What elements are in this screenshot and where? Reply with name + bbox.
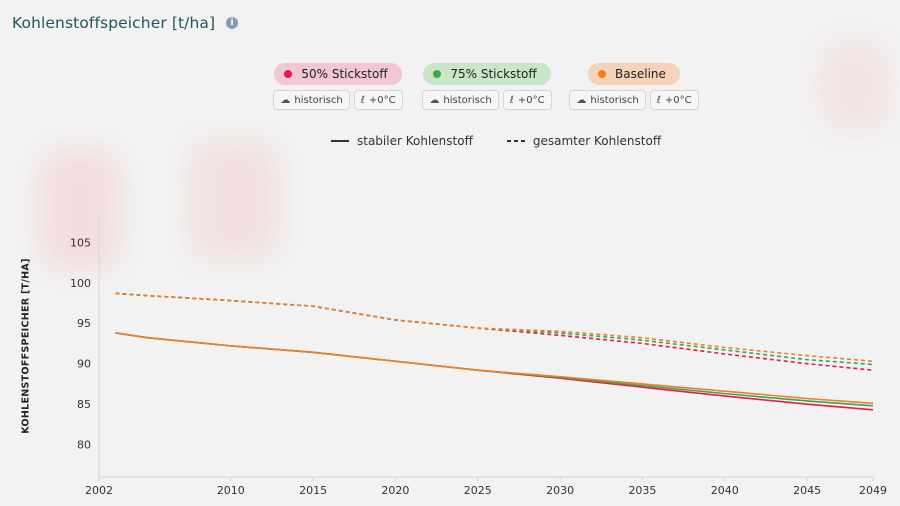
scenario-label: 50% Stickstoff <box>301 67 388 81</box>
x-tick-label: 2025 <box>464 484 492 497</box>
weather-icon: ☁ <box>429 94 440 106</box>
scenario-toggle[interactable]: Baseline <box>588 63 680 85</box>
scenario-2: Baseline ☁ historisch ℓ +0°C <box>567 63 701 110</box>
scenario-toggle[interactable]: 50% Stickstoff <box>274 63 402 85</box>
temperature-label: +0°C <box>368 94 396 106</box>
temperature-chip[interactable]: ℓ +0°C <box>502 90 552 110</box>
scenario-color-dot <box>284 70 293 78</box>
legend-solid[interactable]: stabiler Kohlenstoff <box>331 134 473 148</box>
y-tick-label: 80 <box>77 439 91 452</box>
climate-label: historisch <box>443 94 492 106</box>
background-blur <box>40 150 120 270</box>
temperature-label: +0°C <box>664 94 692 106</box>
temperature-chip[interactable]: ℓ +0°C <box>649 90 699 110</box>
climate-chip[interactable]: ☁ historisch <box>422 90 499 110</box>
series-line-3 <box>115 292 874 371</box>
x-tick-label: 2002 <box>85 484 113 497</box>
y-tick-label: 105 <box>70 236 91 249</box>
x-tick-label: 2010 <box>217 484 245 497</box>
temperature-label: +0°C <box>517 94 545 106</box>
x-tick-label: 2049 <box>859 484 887 497</box>
scenario-color-dot <box>433 70 442 78</box>
thermometer-icon: ℓ <box>509 94 514 106</box>
weather-icon: ☁ <box>576 94 587 106</box>
y-tick-label: 95 <box>77 317 91 330</box>
climate-chip[interactable]: ☁ historisch <box>273 90 350 110</box>
x-tick-label: 2015 <box>299 484 327 497</box>
climate-label: historisch <box>294 94 343 106</box>
background-blur <box>820 40 890 130</box>
background-blur <box>190 140 280 260</box>
series-line-5 <box>115 292 874 363</box>
scenario-0: 50% Stickstoff ☁ historisch ℓ +0°C <box>271 63 405 110</box>
y-tick-label: 85 <box>77 398 91 411</box>
x-tick-label: 2020 <box>381 484 409 497</box>
y-tick-label: 90 <box>77 358 91 371</box>
page-title: Kohlenstoffspeicher [t/ha] <box>12 14 216 32</box>
y-tick-label: 100 <box>70 277 91 290</box>
thermometer-icon: ℓ <box>656 94 661 106</box>
x-tick-label: 2045 <box>793 484 821 497</box>
legend-dashed-label: gesamter Kohlenstoff <box>532 134 662 148</box>
scenario-1: 75% Stickstoff ☁ historisch ℓ +0°C <box>420 63 554 110</box>
temperature-chip[interactable]: ℓ +0°C <box>353 90 403 110</box>
scenario-label: Baseline <box>615 67 666 81</box>
info-icon[interactable]: i <box>226 17 238 29</box>
legend-solid-label: stabiler Kohlenstoff <box>357 134 473 148</box>
series-line-2 <box>115 332 874 405</box>
scenario-label: 75% Stickstoff <box>450 67 537 81</box>
dashed-line-icon <box>506 140 525 142</box>
x-tick-label: 2040 <box>711 484 739 497</box>
scenario-toggle[interactable]: 75% Stickstoff <box>423 63 551 85</box>
solid-line-icon <box>331 140 349 142</box>
thermometer-icon: ℓ <box>360 94 365 106</box>
climate-label: historisch <box>590 94 639 106</box>
scenario-color-dot <box>598 70 607 78</box>
line-style-legend: stabiler Kohlenstoff gesamter Kohlenstof… <box>331 134 661 148</box>
x-tick-label: 2030 <box>546 484 574 497</box>
legend-dashed[interactable]: gesamter Kohlenstoff <box>506 134 662 148</box>
x-tick-label: 2035 <box>628 484 656 497</box>
climate-chip[interactable]: ☁ historisch <box>569 90 646 110</box>
weather-icon: ☁ <box>280 94 291 106</box>
